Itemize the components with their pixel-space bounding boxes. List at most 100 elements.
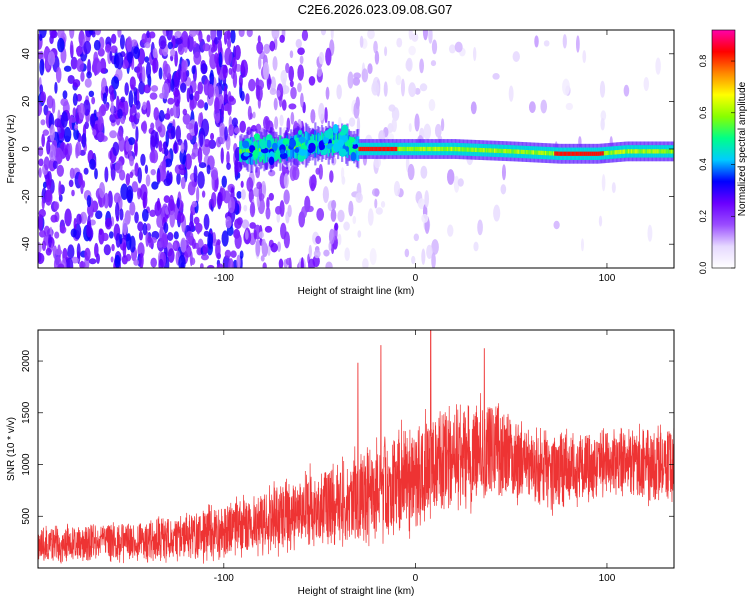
heatmap-ridge-core	[508, 149, 511, 154]
heatmap-ridge-core	[479, 147, 482, 153]
heatmap-noise-cell	[187, 181, 196, 196]
heatmap-noise-cell	[310, 182, 316, 192]
heatmap-noise-cell	[81, 132, 87, 148]
heatmap-noise-cell	[262, 62, 270, 80]
heatmap-noise-cell	[216, 30, 223, 41]
heatmap-noise-cell	[84, 78, 92, 88]
heatmap-noise-cell	[162, 158, 167, 172]
heatmap-noise-cell	[256, 181, 263, 190]
heatmap-noise-cell	[470, 101, 477, 115]
heatmap-noise-cell	[68, 179, 74, 188]
heatmap-ridge-core	[590, 151, 593, 156]
heatmap-noise-cell	[176, 172, 181, 185]
heatmap-ridge-core	[362, 146, 365, 152]
heatmap-ridge-core	[455, 146, 458, 152]
heatmap-noise-cell	[153, 107, 160, 121]
heatmap-noise-cell	[236, 191, 242, 199]
snr-series-line	[38, 330, 674, 564]
heatmap-y-tick-label: 0	[21, 146, 32, 152]
heatmap-noise-cell	[582, 50, 587, 64]
heatmap-noise-cell	[214, 96, 220, 114]
heatmap-noise-cell	[78, 102, 85, 120]
heatmap-noise-cell	[145, 61, 152, 80]
heatmap-noise-cell	[135, 100, 141, 110]
heatmap-ridge-core	[638, 149, 641, 154]
heatmap-noise-cell	[240, 189, 246, 200]
heatmap-noise-cell	[78, 172, 83, 186]
heatmap-ridge-core	[489, 148, 493, 153]
heatmap-noise-cell	[375, 207, 383, 215]
heatmap-noise-cell	[508, 85, 514, 102]
heatmap-noise-cell	[215, 85, 219, 101]
heatmap-ridge-core	[493, 148, 497, 153]
snr-y-tick-label: 2000	[21, 349, 32, 372]
heatmap-ridge-core	[530, 150, 533, 155]
heatmap-ridge-core	[444, 146, 447, 152]
heatmap-noise-cell	[453, 175, 460, 193]
heatmap-ridge-core	[564, 151, 568, 156]
heatmap-ridge-blob	[351, 143, 359, 149]
heatmap-noise-cell	[63, 126, 72, 143]
heatmap-noise-cell	[421, 213, 429, 223]
heatmap-noise-cell	[109, 50, 113, 61]
heatmap-noise-cell	[336, 84, 342, 100]
heatmap-ridge-core	[469, 147, 472, 152]
heatmap-ridge-core	[629, 149, 632, 154]
heatmap-ridge-core	[587, 151, 590, 156]
heatmap-noise-cell	[193, 216, 200, 225]
heatmap-noise-cell	[97, 115, 104, 132]
heatmap-noise-cell	[197, 171, 205, 189]
heatmap-ridge-core	[661, 149, 664, 154]
heatmap-noise-cell	[325, 86, 330, 100]
heatmap-noise-cell	[156, 214, 164, 228]
heatmap-noise-cell	[207, 264, 215, 268]
heatmap-noise-cell	[88, 258, 97, 265]
heatmap-noise-cell	[38, 167, 42, 178]
heatmap-ridge-core	[648, 149, 651, 154]
heatmap-noise-cell	[148, 31, 156, 39]
heatmap-noise-cell	[223, 85, 228, 104]
heatmap-noise-cell	[168, 194, 175, 212]
heatmap-ridge-core	[453, 146, 456, 152]
heatmap-noise-cell	[420, 165, 428, 179]
heatmap-noise-cell	[131, 181, 139, 193]
heatmap-noise-cell	[424, 190, 430, 208]
heatmap-noise-cell	[202, 43, 211, 52]
heatmap-noise-cell	[300, 92, 304, 108]
heatmap-ridge-blob	[348, 137, 355, 143]
heatmap-noise-cell	[43, 156, 50, 171]
heatmap-ridge-core	[243, 149, 246, 154]
heatmap-ridge-core	[425, 146, 428, 152]
heatmap-noise-cell	[249, 222, 257, 229]
heatmap-ridge-core	[445, 146, 448, 152]
heatmap-ridge-core	[428, 146, 431, 152]
heatmap-noise-cell	[215, 240, 221, 259]
colorbar-tick-label: 0.0	[698, 262, 708, 275]
heatmap-ridge-core	[475, 147, 478, 153]
heatmap-ridge-core	[556, 151, 560, 156]
heatmap-ridge-core	[522, 149, 525, 155]
heatmap-noise-cell	[271, 30, 280, 40]
heatmap-noise-cell	[142, 101, 147, 111]
heatmap-noise-cell	[158, 258, 164, 268]
heatmap-ridge-core	[448, 146, 451, 152]
heatmap-noise-cell	[565, 102, 574, 111]
heatmap-ridge-blob	[348, 140, 353, 150]
heatmap-noise-cell	[177, 212, 185, 223]
heatmap-ridge-core	[373, 146, 376, 152]
heatmap-noise-cell	[72, 93, 78, 106]
heatmap-noise-cell	[268, 192, 274, 201]
heatmap-ridge-core	[520, 149, 523, 154]
heatmap-ridge-blob	[298, 148, 307, 156]
heatmap-noise-cell	[256, 41, 264, 54]
heatmap-ridge-core	[656, 149, 659, 154]
heatmap-noise-cell	[211, 169, 218, 181]
heatmap-ridge-core	[418, 146, 422, 152]
heatmap-noise-cell	[233, 127, 240, 134]
heatmap-noise-cell	[240, 90, 245, 102]
heatmap-ridge-core	[385, 146, 388, 152]
heatmap-noise-cell	[111, 243, 115, 252]
heatmap-noise-cell	[150, 122, 155, 130]
heatmap-ridge-core	[500, 148, 503, 154]
heatmap-ridge-core	[546, 150, 549, 156]
